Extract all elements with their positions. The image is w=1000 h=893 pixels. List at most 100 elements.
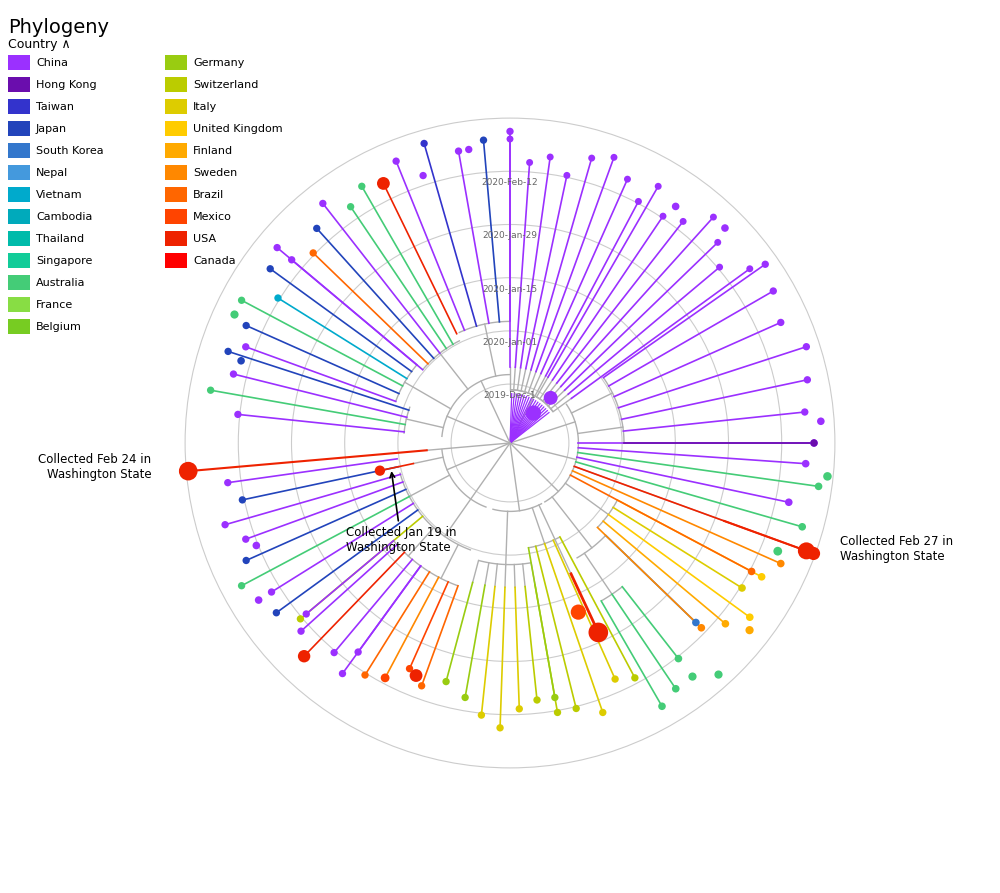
Point (757, 257, 773, 271)
Point (238, 532, 254, 547)
Point (354, 179, 370, 194)
Text: 2020-Jan-29: 2020-Jan-29 (482, 231, 538, 240)
Point (654, 699, 670, 714)
Bar (165, 209, 187, 224)
Point (590, 625, 606, 639)
Point (668, 681, 684, 696)
Point (234, 579, 250, 593)
Bar (8, 121, 30, 136)
Point (650, 179, 666, 194)
Point (819, 469, 835, 483)
Text: 2019-Dec-1: 2019-Dec-1 (484, 391, 536, 400)
Point (220, 345, 236, 359)
Text: 2020-Feb-12: 2020-Feb-12 (482, 179, 538, 188)
Text: Phylogeny: Phylogeny (8, 18, 109, 37)
Text: Japan: Japan (36, 123, 67, 133)
Point (284, 253, 300, 267)
Point (309, 221, 325, 236)
Bar (8, 319, 30, 334)
Text: Switzerland: Switzerland (193, 79, 258, 89)
Point (343, 199, 359, 213)
Text: Collected Feb 27 in
Washington State: Collected Feb 27 in Washington State (840, 535, 953, 563)
Point (670, 652, 686, 666)
Bar (8, 231, 30, 246)
Text: Cambodia: Cambodia (36, 212, 92, 221)
Text: France: France (36, 299, 73, 310)
Bar (8, 55, 30, 70)
Point (550, 705, 566, 720)
Text: United Kingdom: United Kingdom (193, 123, 283, 133)
Bar (8, 297, 30, 312)
Point (742, 262, 758, 276)
Point (806, 547, 822, 561)
Point (693, 621, 709, 635)
Point (217, 518, 233, 532)
Point (717, 221, 733, 235)
Point (765, 284, 781, 298)
Bar (165, 253, 187, 268)
Point (457, 690, 473, 705)
Point (461, 142, 477, 156)
Point (180, 464, 196, 479)
Point (315, 196, 331, 211)
Bar (8, 209, 30, 224)
Point (502, 124, 518, 138)
Point (781, 495, 797, 509)
Point (806, 436, 822, 450)
Text: Thailand: Thailand (36, 233, 84, 244)
Bar (8, 187, 30, 202)
Bar (8, 165, 30, 180)
Point (668, 199, 684, 213)
Point (305, 246, 321, 260)
Point (230, 407, 246, 421)
Point (268, 605, 284, 620)
Point (712, 260, 728, 274)
Text: Collected Jan 19 in
Washington State: Collected Jan 19 in Washington State (346, 473, 456, 555)
Point (238, 554, 254, 568)
Point (402, 662, 418, 676)
Point (684, 670, 700, 684)
Point (798, 544, 814, 558)
Point (717, 616, 733, 630)
Text: Sweden: Sweden (193, 168, 237, 178)
Point (627, 671, 643, 685)
Point (270, 291, 286, 305)
Point (408, 668, 424, 682)
Text: Nepal: Nepal (36, 168, 68, 178)
Bar (165, 121, 187, 136)
Text: Mexico: Mexico (193, 212, 232, 221)
Text: Vietnam: Vietnam (36, 189, 83, 199)
Point (584, 151, 600, 165)
Point (248, 538, 264, 553)
Bar (165, 55, 187, 70)
Point (522, 155, 538, 170)
Point (525, 406, 541, 421)
Point (234, 293, 250, 307)
Bar (8, 77, 30, 92)
Point (377, 671, 393, 685)
Point (473, 708, 489, 722)
Point (798, 339, 814, 354)
Point (806, 436, 822, 450)
Point (799, 372, 815, 387)
Bar (165, 99, 187, 114)
Point (770, 544, 786, 558)
Bar (8, 253, 30, 268)
Text: Collected Feb 24 in
Washington State: Collected Feb 24 in Washington State (38, 454, 151, 481)
Point (203, 383, 219, 397)
Text: Australia: Australia (36, 278, 86, 288)
Text: Country ∧: Country ∧ (8, 38, 71, 51)
Bar (165, 231, 187, 246)
Bar (165, 77, 187, 92)
Point (595, 705, 611, 720)
Point (688, 615, 704, 630)
Point (414, 679, 430, 693)
Point (269, 240, 285, 255)
Text: 2020-Jan-15: 2020-Jan-15 (482, 285, 538, 294)
Text: USA: USA (193, 233, 216, 244)
Point (630, 195, 646, 209)
Text: Hong Kong: Hong Kong (36, 79, 97, 89)
Point (226, 307, 242, 321)
Point (711, 667, 727, 681)
Bar (165, 143, 187, 158)
